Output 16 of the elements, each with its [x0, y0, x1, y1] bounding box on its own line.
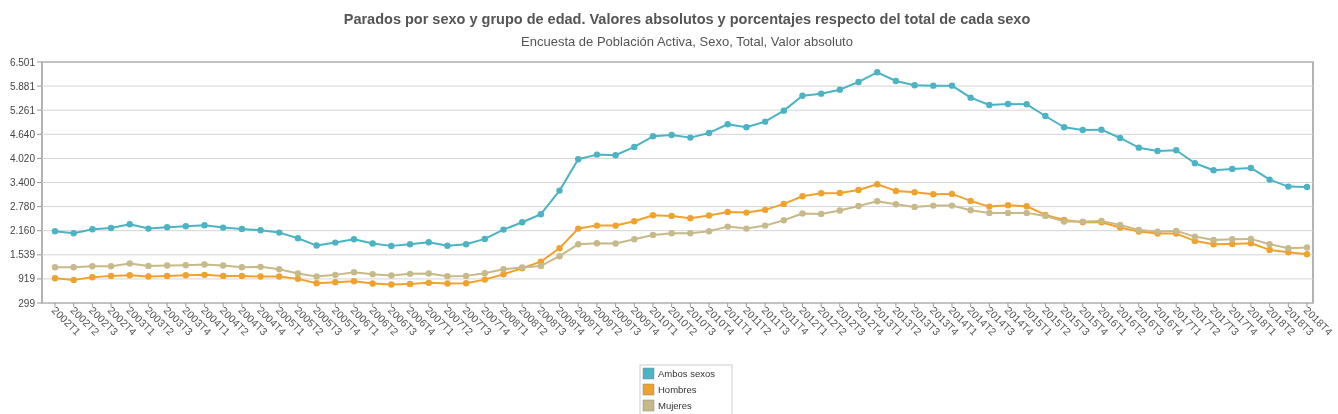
y-tick-label: 299 [18, 297, 36, 309]
y-tick-label: 4.020 [9, 152, 36, 164]
y-tick-label: 2.780 [9, 201, 36, 213]
y-tick-label: 5.261 [9, 104, 36, 116]
chart-subtitle: Encuesta de Población Activa, Sexo, Total, Valor absoluto [521, 34, 853, 49]
y-tick-label: 3.400 [9, 177, 36, 188]
legend-label: Ambos sexos [658, 368, 716, 379]
legend-label: Mujeres [658, 400, 693, 411]
y-tick-label: 4.640 [9, 128, 36, 140]
legend-label: Hombres [658, 384, 697, 395]
y-tick-label: 5.881 [9, 80, 36, 92]
y-tick-label: 6.501 [9, 56, 36, 68]
chart-title: Parados por sexo y grupo de edad. Valores absolutos y porcentajes respecto del total de cada sexo [343, 11, 1031, 27]
y-tick-label: 919 [18, 273, 36, 285]
y-tick-label: 1.539 [9, 249, 36, 261]
y-tick-label: 2.160 [9, 225, 36, 237]
